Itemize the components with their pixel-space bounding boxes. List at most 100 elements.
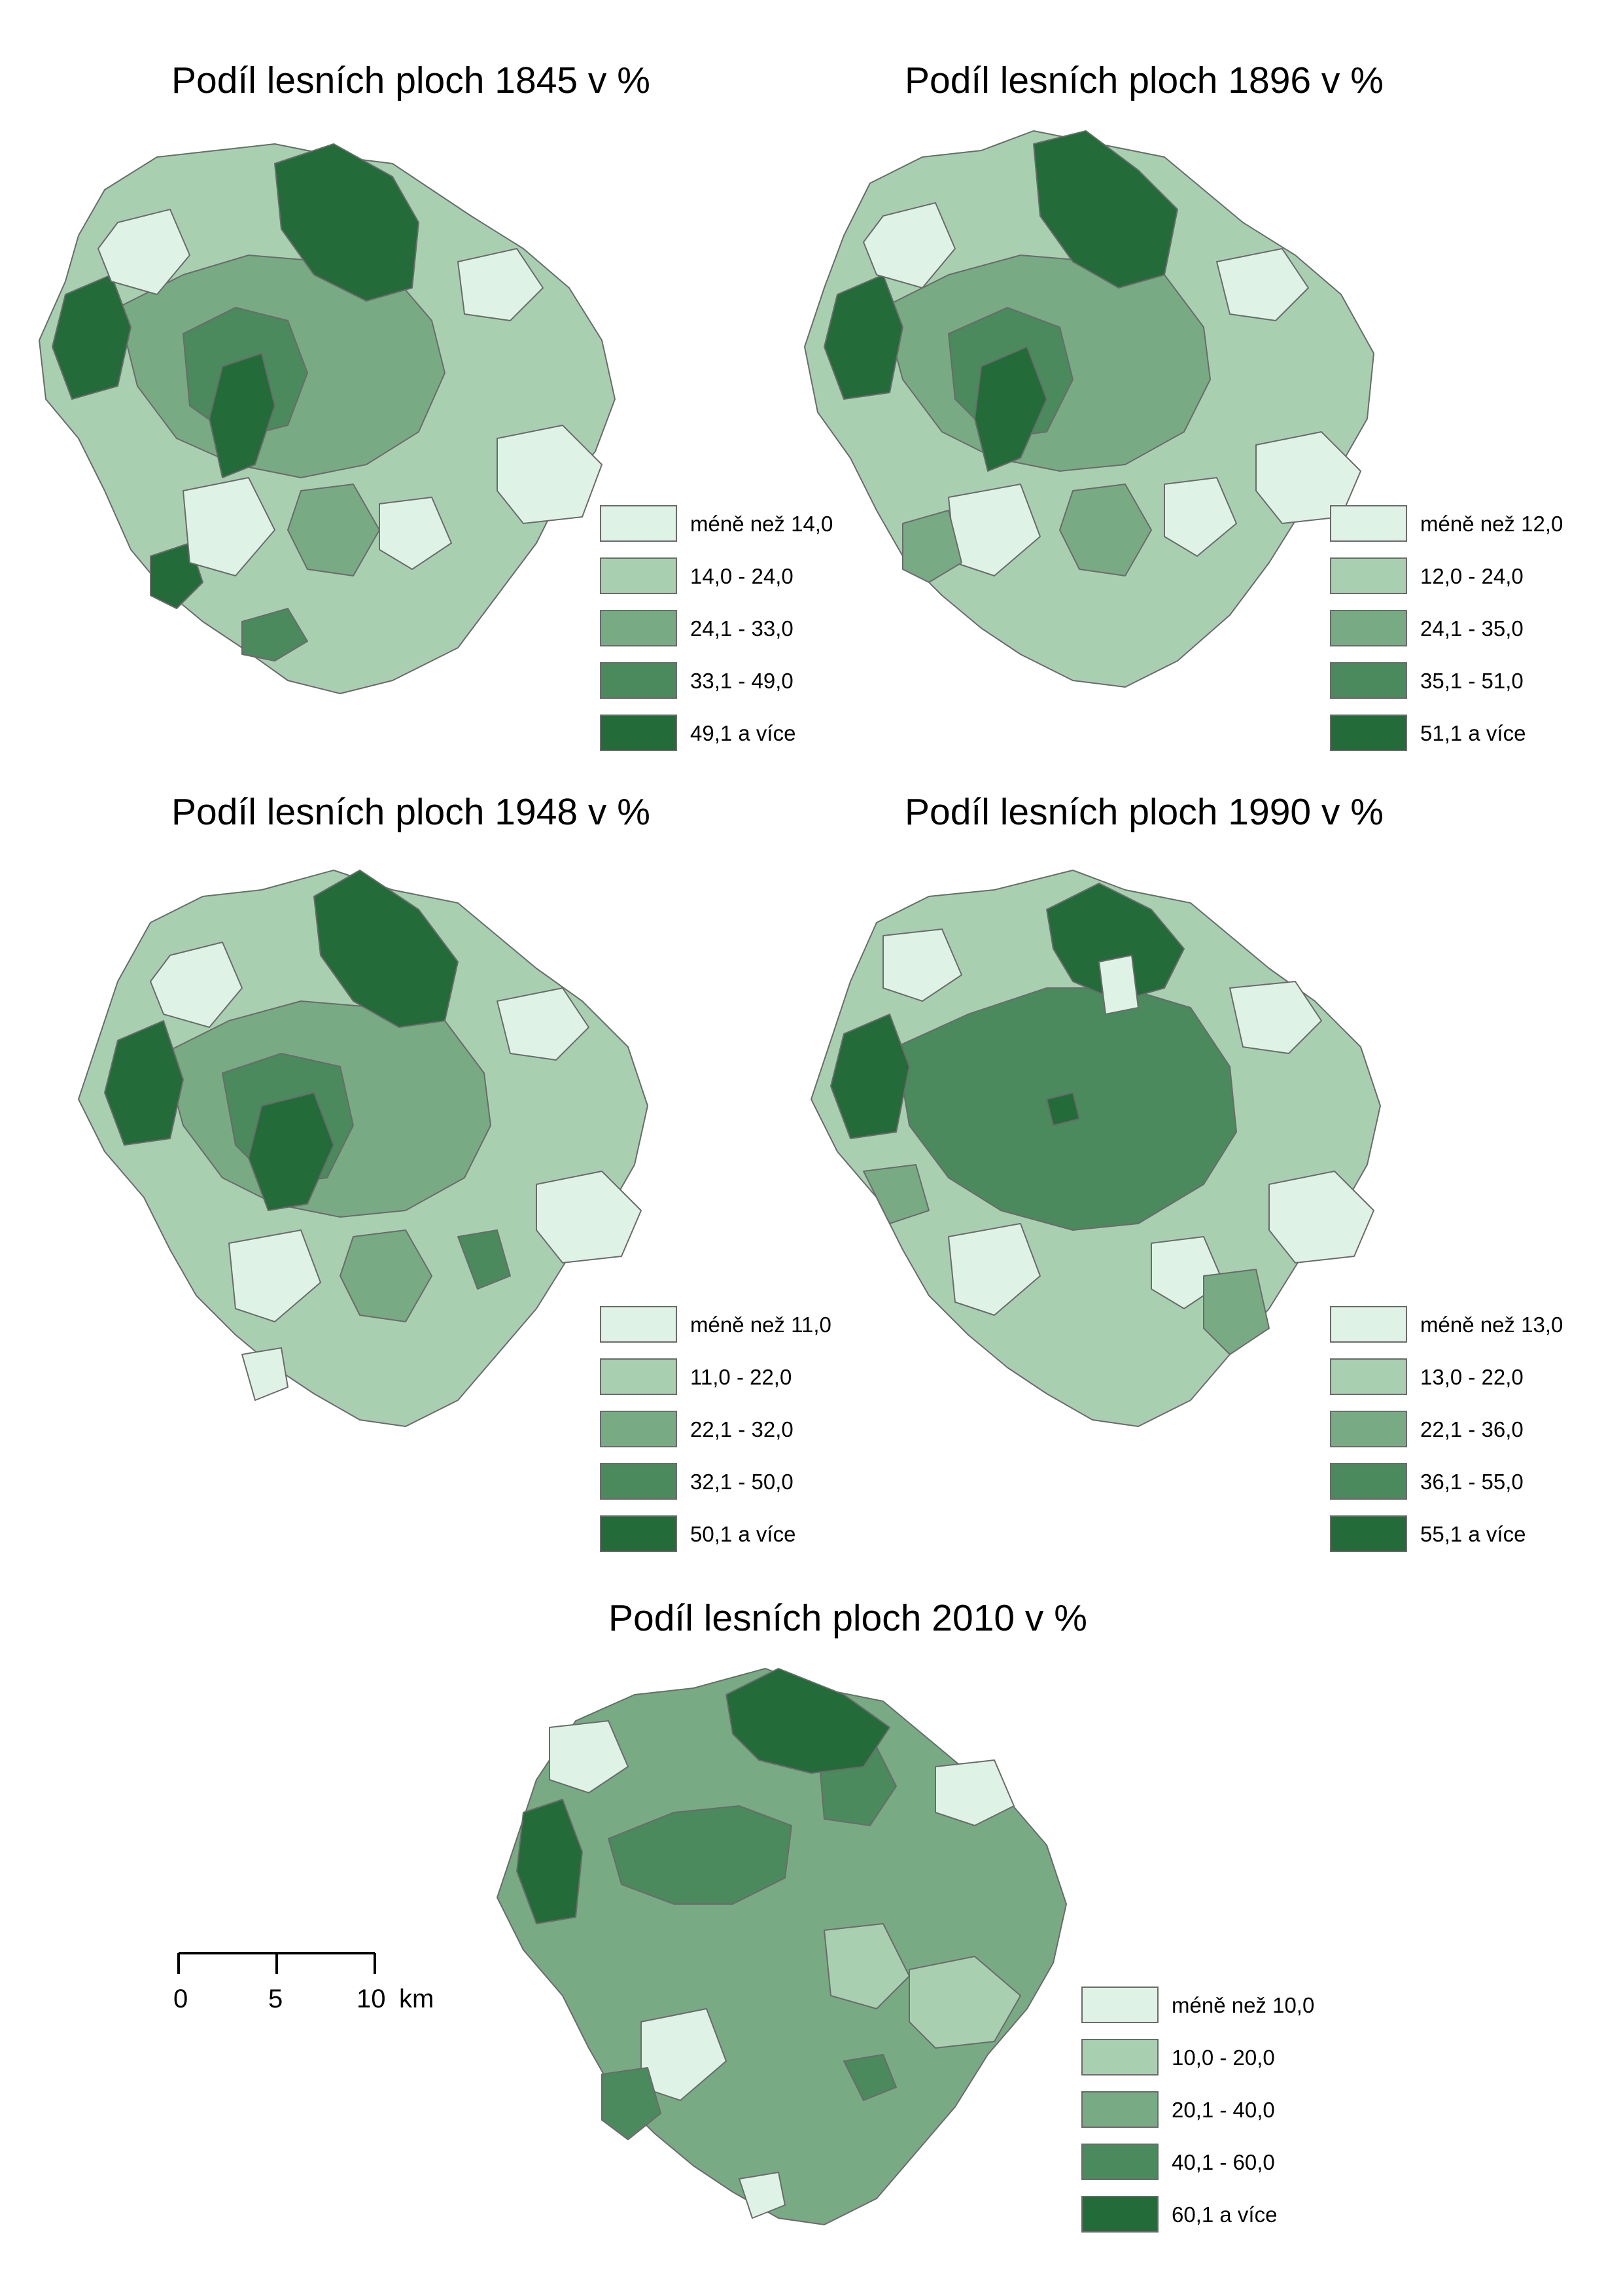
region — [882, 928, 962, 1002]
district-map — [804, 130, 1374, 688]
region — [313, 870, 459, 1028]
region — [1098, 955, 1139, 1015]
region — [935, 1759, 1015, 1826]
legend-swatch — [1330, 1358, 1407, 1395]
legend-swatch — [600, 1411, 677, 1447]
legend-swatch — [1330, 1515, 1407, 1552]
legend-label: 51,1 a více — [1420, 721, 1526, 745]
region — [902, 510, 962, 583]
region — [1203, 1269, 1270, 1355]
district-map — [78, 870, 648, 1427]
region — [183, 477, 275, 576]
region — [843, 2054, 897, 2101]
legend-label: 24,1 - 33,0 — [690, 616, 794, 641]
legend-label: 20,1 - 40,0 — [1172, 2098, 1275, 2122]
region — [608, 1805, 792, 1905]
scale-label-10: 10 — [357, 1985, 386, 2013]
legend-swatch — [600, 1463, 677, 1500]
legend-label: 49,1 a více — [690, 721, 796, 745]
legend-swatch — [1330, 1411, 1407, 1447]
region — [228, 1229, 321, 1322]
legend-label: 32,1 - 50,0 — [690, 1470, 794, 1494]
legend-label: méně než 12,0 — [1420, 512, 1563, 536]
map-title: Podíl lesních ploch 1896 v % — [905, 60, 1384, 101]
legend-swatch — [600, 1358, 677, 1395]
region — [241, 608, 308, 662]
region — [1046, 883, 1185, 1002]
legend-label: 55,1 a více — [1420, 1522, 1526, 1546]
legend-swatch — [600, 715, 677, 751]
region — [248, 1092, 334, 1211]
legend-swatch — [1081, 2144, 1159, 2180]
legend-label: 60,1 a více — [1172, 2202, 1278, 2227]
legend-label: 10,0 - 20,0 — [1172, 2045, 1275, 2070]
region — [497, 987, 589, 1061]
region — [974, 346, 1047, 472]
legend-label: 33,1 - 49,0 — [690, 669, 794, 693]
region — [209, 353, 275, 478]
legend-label: 11,0 - 22,0 — [690, 1365, 792, 1389]
region — [948, 1223, 1041, 1316]
legend-label: 50,1 a více — [690, 1522, 796, 1546]
region — [379, 497, 452, 570]
legend-label: méně než 14,0 — [690, 512, 833, 536]
legend-swatch — [1081, 2091, 1159, 2128]
region — [241, 1347, 288, 1401]
region — [549, 1720, 629, 1793]
legend-swatch — [1330, 1306, 1407, 1343]
region — [97, 209, 190, 295]
district-map — [39, 143, 616, 694]
legend-label: 13,0 - 22,0 — [1420, 1365, 1524, 1389]
legend-swatch — [1330, 610, 1407, 646]
legend-swatch — [1081, 1987, 1159, 2023]
region — [104, 1020, 184, 1146]
legend-swatch — [1330, 557, 1407, 594]
legend-label: méně než 13,0 — [1420, 1313, 1563, 1337]
legend-swatch — [600, 505, 677, 542]
legend-label: méně než 10,0 — [1172, 1993, 1315, 2017]
region — [536, 1171, 642, 1263]
region — [863, 1164, 930, 1224]
legend-label: 35,1 - 51,0 — [1420, 669, 1524, 693]
region — [1046, 1092, 1080, 1126]
legend-swatch — [1081, 2039, 1159, 2075]
legend-label: 14,0 - 24,0 — [690, 564, 794, 588]
scale-bar: 0 5 10 km — [173, 1947, 434, 2013]
legend-swatch — [1330, 715, 1407, 751]
region — [1164, 477, 1237, 557]
legend-swatch — [600, 610, 677, 646]
region — [287, 484, 380, 576]
scale-bar-line — [177, 1952, 376, 1974]
scale-label-0: 0 — [173, 1985, 188, 2013]
legend-label: 22,1 - 36,0 — [1420, 1417, 1524, 1441]
region — [1059, 484, 1152, 576]
legend-swatch — [600, 662, 677, 699]
region — [601, 2067, 661, 2140]
region — [1033, 130, 1178, 289]
scale-label-5: 5 — [268, 1985, 283, 2013]
region — [725, 1668, 890, 1774]
legend-label: 24,1 - 35,0 — [1420, 616, 1524, 641]
legend-swatch — [1330, 1463, 1407, 1500]
legend-label: méně než 11,0 — [690, 1313, 831, 1337]
legend-swatch — [1330, 662, 1407, 699]
map-title: Podíl lesních ploch 1845 v % — [171, 60, 650, 101]
region — [909, 1956, 1021, 2049]
region — [1229, 981, 1322, 1054]
legend-label: 36,1 - 55,0 — [1420, 1470, 1524, 1494]
region — [830, 1014, 910, 1139]
legend-swatch — [600, 1306, 677, 1343]
map-title: Podíl lesních ploch 1948 v % — [171, 791, 650, 833]
legend-swatch — [600, 557, 677, 594]
region — [1268, 1171, 1374, 1263]
legend-label: 40,1 - 60,0 — [1172, 2150, 1275, 2174]
region — [150, 942, 243, 1028]
region — [516, 1799, 583, 1924]
region — [863, 202, 956, 289]
legend-swatch — [1330, 505, 1407, 542]
region — [457, 248, 544, 321]
scale-label-unit: km — [399, 1985, 434, 2013]
region — [497, 425, 602, 524]
map-title: Podíl lesních ploch 2010 v % — [608, 1597, 1087, 1639]
district-map — [811, 870, 1381, 1427]
